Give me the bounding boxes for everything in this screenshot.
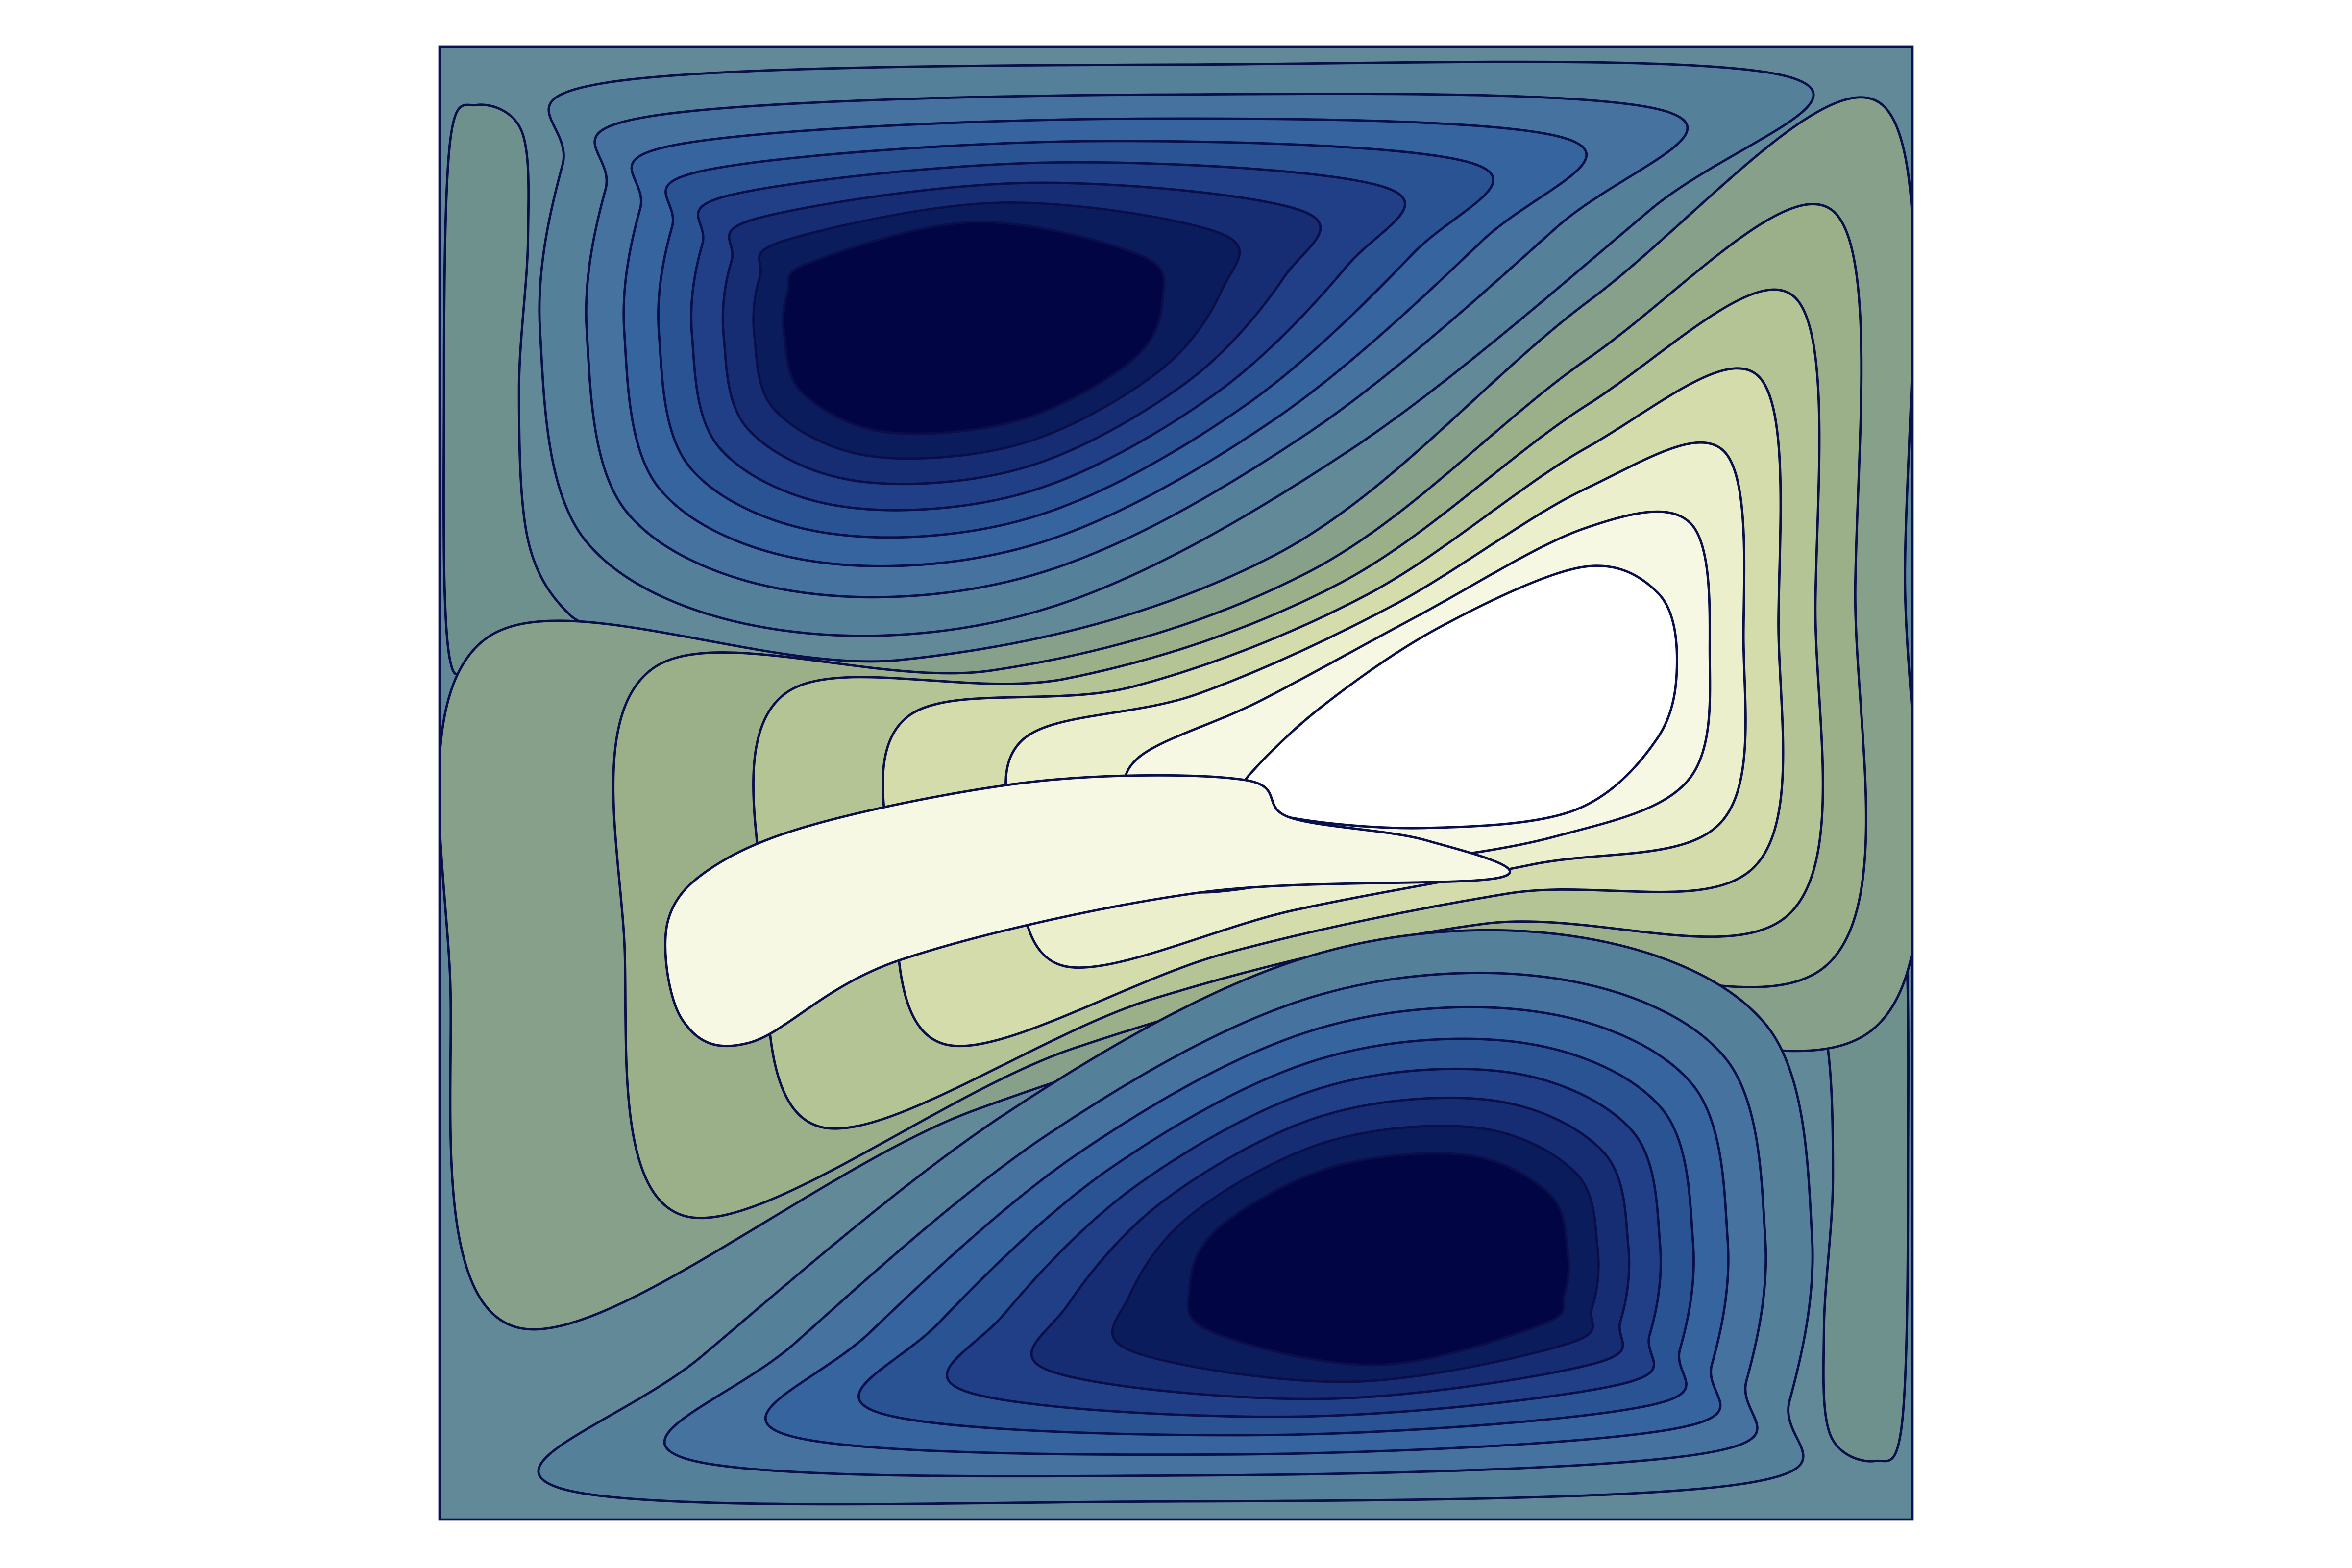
plot-frame: [438, 45, 1914, 1521]
negative-contour: [782, 220, 1166, 435]
side-lobe: [442, 103, 633, 675]
positive-contour: [664, 774, 1511, 1048]
positive-contour: [1237, 564, 1678, 830]
contour-layers: [439, 46, 1913, 1520]
negative-contour: [1186, 1152, 1570, 1367]
